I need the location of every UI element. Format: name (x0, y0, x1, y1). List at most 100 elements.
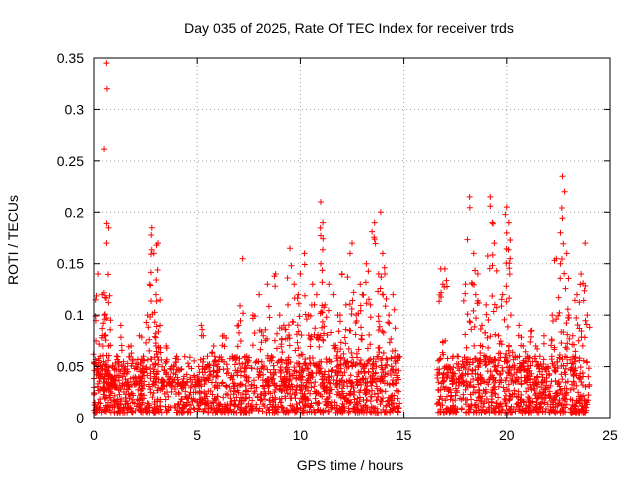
data-point (129, 390, 136, 397)
data-point (491, 301, 498, 308)
data-point (125, 379, 132, 386)
data-point (205, 409, 212, 416)
data-point (289, 407, 296, 414)
data-point (350, 289, 357, 296)
data-point (283, 408, 290, 415)
data-point (151, 373, 158, 380)
data-point (518, 334, 525, 341)
data-point (339, 372, 346, 379)
data-point (105, 372, 112, 379)
data-point (328, 404, 335, 411)
data-point (135, 403, 142, 410)
data-point (359, 375, 366, 382)
data-point (103, 395, 110, 402)
data-point (184, 395, 191, 402)
data-point (336, 312, 343, 319)
data-point (260, 371, 267, 378)
data-point (499, 368, 506, 375)
data-point (293, 401, 300, 408)
data-point (184, 378, 191, 385)
data-point (323, 355, 330, 362)
data-point (112, 360, 119, 367)
data-point (509, 349, 516, 356)
data-point (525, 354, 532, 361)
data-point (506, 352, 513, 359)
data-point (152, 361, 159, 368)
data-point (343, 364, 350, 371)
data-point (577, 395, 584, 402)
data-point (567, 396, 574, 403)
data-point (337, 369, 344, 376)
data-point (287, 402, 294, 409)
data-point (266, 397, 273, 404)
data-point (338, 377, 345, 384)
data-point (275, 403, 282, 410)
data-point (458, 363, 465, 370)
data-point (269, 394, 276, 401)
data-point (496, 379, 503, 386)
data-point (190, 405, 197, 412)
data-point (462, 370, 469, 377)
data-point (123, 398, 130, 405)
data-point (383, 403, 390, 410)
data-point (336, 405, 343, 412)
data-point (326, 394, 333, 401)
data-point (495, 394, 502, 401)
data-point (144, 356, 151, 363)
data-point (239, 391, 246, 398)
data-point (277, 364, 284, 371)
data-point (101, 146, 108, 153)
data-point (213, 372, 220, 379)
data-point (227, 374, 234, 381)
data-point (381, 264, 388, 271)
data-point (576, 299, 583, 306)
data-point (205, 376, 212, 383)
data-point (396, 400, 403, 407)
data-point (138, 380, 145, 387)
data-point (344, 274, 351, 281)
data-point (267, 401, 274, 408)
data-point (490, 220, 497, 227)
data-point (563, 385, 570, 392)
data-point (355, 369, 362, 376)
data-point (387, 368, 394, 375)
data-point (188, 383, 195, 390)
data-point (237, 372, 244, 379)
data-point (139, 386, 146, 393)
data-point (218, 409, 225, 416)
data-point (138, 334, 145, 341)
data-point (555, 378, 562, 385)
data-point (137, 392, 144, 399)
data-point (196, 388, 203, 395)
data-point (101, 393, 108, 400)
data-point (171, 362, 178, 369)
data-point (535, 409, 542, 416)
data-point (489, 219, 496, 226)
data-point (362, 389, 369, 396)
data-point (483, 379, 490, 386)
data-point (239, 397, 246, 404)
data-point (162, 396, 169, 403)
data-point (580, 357, 587, 364)
data-point (478, 400, 485, 407)
data-point (557, 387, 564, 394)
data-point (501, 388, 508, 395)
data-point (358, 332, 365, 339)
data-point (317, 224, 324, 231)
data-point (272, 386, 279, 393)
data-point (436, 298, 443, 305)
data-point (195, 377, 202, 384)
data-point (289, 372, 296, 379)
data-point (243, 387, 250, 394)
data-point (440, 371, 447, 378)
data-point (143, 339, 150, 346)
data-point (120, 358, 127, 365)
data-point (444, 372, 451, 379)
data-point (201, 381, 208, 388)
data-point (570, 385, 577, 392)
data-point (468, 402, 475, 409)
data-point (488, 389, 495, 396)
data-point (163, 345, 170, 352)
data-point (305, 396, 312, 403)
data-point (492, 367, 499, 374)
